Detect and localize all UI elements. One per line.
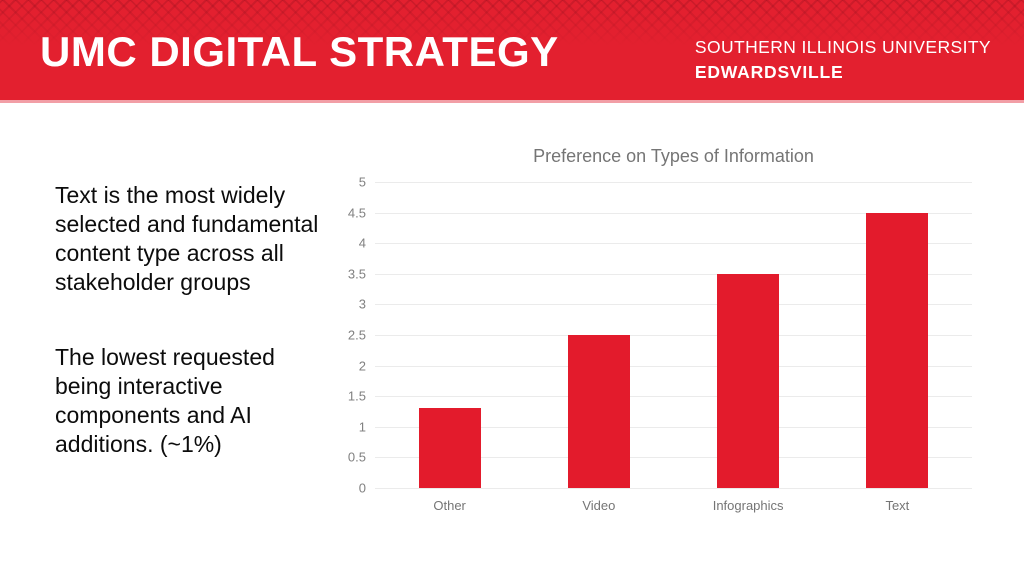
university-name: SOUTHERN ILLINOIS UNIVERSITY bbox=[694, 37, 991, 57]
gridline bbox=[375, 243, 972, 245]
insight-text-block: Text is the most widely selected and fun… bbox=[55, 181, 325, 505]
bar-infographics bbox=[717, 273, 780, 488]
gridline bbox=[375, 457, 972, 459]
gridline bbox=[375, 212, 972, 214]
bar-text bbox=[866, 212, 929, 488]
y-axis-tick-label: 5 bbox=[358, 174, 366, 190]
insight-paragraph-1: Text is the most widely selected and fun… bbox=[55, 182, 319, 295]
chart-title: Preference on Types of Information bbox=[533, 146, 814, 166]
y-axis-tick-label: 2.5 bbox=[347, 327, 366, 343]
y-axis-tick-label: 0 bbox=[358, 480, 366, 496]
bar-video bbox=[567, 335, 630, 488]
gridline bbox=[375, 335, 972, 336]
gridline bbox=[375, 488, 972, 489]
x-axis-label: Video bbox=[582, 498, 616, 513]
banner-geometric-pattern bbox=[0, 0, 1024, 100]
x-axis-label: Infographics bbox=[712, 498, 784, 513]
university-campus: EDWARDSVILLE bbox=[694, 62, 844, 82]
gridline bbox=[375, 365, 972, 367]
slide-title: UMC DIGITAL STRATEGY bbox=[40, 28, 559, 75]
gridline bbox=[375, 396, 972, 398]
gridline bbox=[375, 426, 972, 428]
y-axis-tick-label: 0.5 bbox=[347, 449, 366, 465]
y-axis-tick-label: 3.5 bbox=[347, 266, 366, 282]
gridline bbox=[375, 182, 972, 183]
gridline bbox=[375, 273, 972, 275]
y-axis-tick-label: 4.5 bbox=[347, 205, 366, 221]
header-banner: UMC DIGITAL STRATEGY SOUTHERN ILLINOIS U… bbox=[0, 0, 1024, 103]
bar-chart: Preference on Types of Information 0 0.5 1… bbox=[342, 140, 1005, 516]
x-axis-label: Other bbox=[433, 498, 466, 513]
y-axis-tick-label: 1 bbox=[358, 419, 366, 435]
insight-paragraph-2: The lowest requested being interactive c… bbox=[55, 344, 275, 457]
y-axis-tick-label: 1.5 bbox=[347, 388, 366, 404]
y-axis-tick-label: 3 bbox=[358, 296, 366, 312]
y-axis-tick-label: 2 bbox=[358, 358, 366, 374]
gridline bbox=[375, 304, 972, 306]
x-axis-label: Text bbox=[885, 498, 910, 513]
chart-bars bbox=[375, 182, 972, 488]
x-axis-labels: Other Video Infographics Text bbox=[375, 498, 972, 513]
y-axis-tick-label: 4 bbox=[358, 235, 366, 251]
chart-plot-area: 0 0.5 1 1.5 2 2.5 3 3.5 4 4.5 5 bbox=[348, 176, 972, 495]
bar-other bbox=[418, 408, 481, 488]
university-wordmark: SOUTHERN ILLINOIS UNIVERSITY EDWARDSVILL… bbox=[695, 37, 991, 83]
